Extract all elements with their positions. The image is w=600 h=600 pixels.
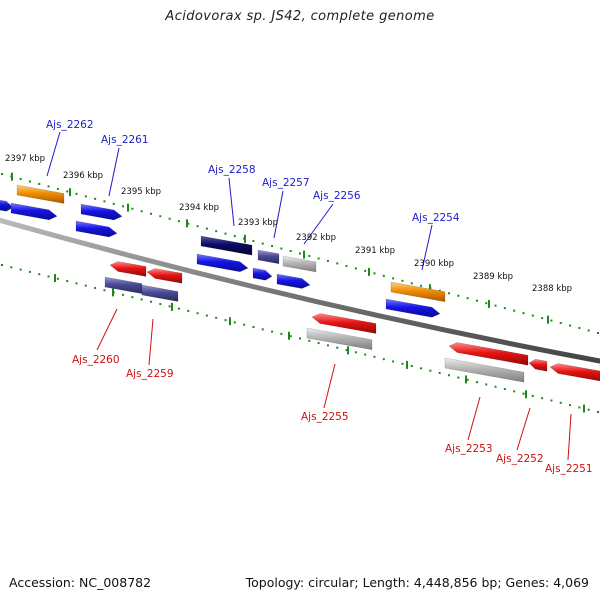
scale-label: 2389 kbp [473, 272, 513, 282]
gene-arrow-red[interactable] [549, 363, 600, 382]
scale-label: 2396 kbp [63, 171, 103, 181]
gene-arrow-orange[interactable] [390, 281, 446, 303]
gene-arrow-blue[interactable] [80, 203, 123, 221]
label-leader-line [323, 363, 336, 409]
scale-label: 2395 kbp [121, 187, 161, 197]
scale-label: 2397 kbp [5, 154, 45, 164]
scale-label: 2388 kbp [532, 284, 572, 294]
genome-backbone [0, 217, 600, 364]
scale-label: 2393 kbp [238, 218, 278, 228]
gene-label[interactable]: Ajs_2252 [496, 453, 544, 465]
gene-arrow-blue[interactable] [252, 267, 273, 281]
scale-label: 2392 kbp [296, 233, 336, 243]
gene-arrow-gray[interactable] [282, 255, 317, 273]
gene-arrow-red[interactable] [109, 261, 147, 277]
gene-arrow-red[interactable] [146, 268, 183, 284]
gene-arrow-slate[interactable] [257, 249, 280, 265]
scale-label: 2391 kbp [355, 246, 395, 256]
scale-label: 2394 kbp [179, 203, 219, 213]
accession-text: Accession: NC_008782 [9, 575, 152, 590]
label-leader-line [148, 318, 154, 366]
gene-label[interactable]: Ajs_2255 [301, 411, 349, 423]
gene-label[interactable]: Ajs_2260 [72, 354, 120, 366]
gene-arrow-blue[interactable] [75, 220, 118, 238]
gene-arrow-blue[interactable] [385, 298, 441, 318]
gene-features [0, 184, 600, 383]
map-title: Acidovorax sp. JS42, complete genome [165, 9, 435, 24]
label-leader-line [96, 308, 118, 351]
label-leader-line [46, 131, 61, 177]
gene-label[interactable]: Ajs_2257 [262, 177, 310, 189]
gene-label[interactable]: Ajs_2253 [445, 443, 493, 455]
gene-arrow-red[interactable] [311, 313, 377, 334]
gene-label[interactable]: Ajs_2262 [46, 119, 94, 131]
label-leader-line [303, 203, 334, 245]
gene-arrow-navy[interactable] [200, 235, 253, 256]
gene-label[interactable]: Ajs_2256 [313, 190, 361, 202]
gene-arrow-orange[interactable] [16, 184, 65, 204]
gene-arrow-blue[interactable] [276, 273, 311, 289]
gene-arrow-gray[interactable] [444, 357, 525, 383]
gene-arrow-blue[interactable] [0, 199, 14, 212]
label-leader-line [228, 177, 235, 227]
label-leaders [46, 131, 572, 461]
gene-arrow-gray[interactable] [306, 327, 373, 350]
gene-label[interactable]: Ajs_2258 [208, 164, 256, 176]
gene-arrow-slate[interactable] [104, 276, 143, 294]
label-leader-line [108, 147, 120, 197]
gene-label[interactable]: Ajs_2261 [101, 134, 149, 146]
gene-label[interactable]: Ajs_2259 [126, 368, 174, 380]
gene-arrow-blue[interactable] [196, 253, 249, 272]
label-leader-line [516, 407, 531, 451]
gene-arrow-red[interactable] [448, 342, 529, 366]
label-leader-line [421, 224, 433, 271]
genome-summary: Topology: circular; Length: 4,448,856 bp… [245, 575, 589, 590]
gene-arrow-blue[interactable] [10, 202, 58, 221]
gene-label[interactable]: Ajs_2251 [545, 463, 593, 475]
gene-arrow-slate[interactable] [141, 284, 179, 302]
gene-arrow-red[interactable] [528, 358, 548, 372]
scale-label: 2390 kbp [414, 259, 454, 269]
label-leader-line [467, 396, 481, 441]
label-leader-line [273, 190, 284, 239]
gene-label[interactable]: Ajs_2254 [412, 212, 460, 224]
label-leader-line [567, 413, 572, 461]
